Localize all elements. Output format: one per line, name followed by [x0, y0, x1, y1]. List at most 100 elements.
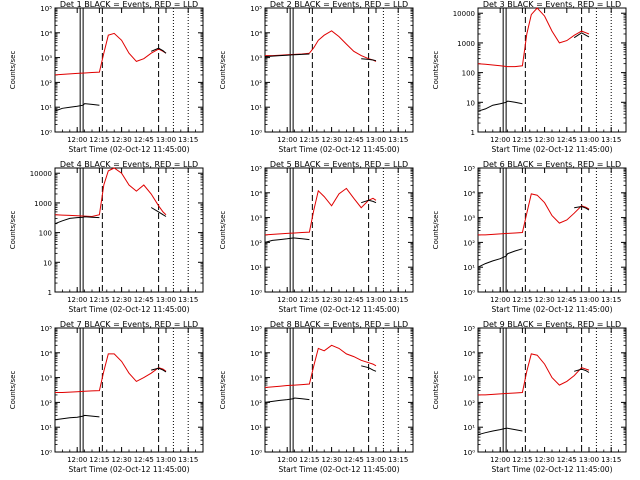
y-tick-label: 10²	[463, 399, 475, 407]
x-axis-label: Start Time (02-Oct-12 11:45:00)	[491, 145, 612, 154]
x-tick-label: 12:00	[490, 456, 510, 464]
y-tick-label: 10	[466, 99, 475, 107]
y-tick-label: 100	[462, 70, 475, 78]
x-tick-label: 13:00	[156, 456, 176, 464]
series-line-lld	[478, 193, 590, 236]
panel-title: Det 4 BLACK = Events, RED = LLD	[60, 160, 198, 169]
series-line-events	[477, 32, 590, 112]
y-tick-label: 10⁵	[250, 325, 262, 333]
y-tick-label: 10¹	[463, 424, 475, 432]
x-tick-label: 13:00	[366, 456, 386, 464]
y-tick-label: 10¹	[463, 264, 475, 272]
y-tick-label: 10³	[40, 375, 52, 383]
y-tick-label: 1	[48, 289, 52, 297]
x-tick-label: 13:00	[366, 136, 386, 144]
y-tick-label: 10⁵	[40, 5, 52, 13]
x-tick-label: 12:00	[490, 136, 510, 144]
x-tick-label: 13:15	[388, 296, 408, 304]
x-tick-label: 12:00	[67, 136, 87, 144]
x-tick-label: 12:30	[535, 296, 555, 304]
series-line-events	[54, 367, 167, 421]
y-tick-label: 10⁰	[463, 289, 475, 297]
series-line-events	[477, 368, 590, 436]
y-axis-label: Counts/sec	[219, 371, 227, 410]
panel-title: Det 6 BLACK = Events, RED = LLD	[483, 160, 621, 169]
x-tick-label: 13:00	[579, 456, 599, 464]
y-tick-label: 10⁴	[463, 350, 475, 358]
x-tick-label: 12:30	[322, 296, 342, 304]
y-axis-label: Counts/sec	[9, 371, 17, 410]
y-axis-label: Counts/sec	[9, 211, 17, 250]
x-tick-label: 12:45	[134, 456, 154, 464]
y-tick-label: 10²	[250, 239, 262, 247]
y-tick-label: 10⁰	[463, 449, 475, 457]
y-tick-label: 1	[471, 129, 475, 137]
x-tick-label: 13:00	[579, 136, 599, 144]
x-tick-label: 13:15	[178, 296, 198, 304]
series-line-lld	[478, 353, 590, 396]
x-tick-label: 12:45	[344, 136, 364, 144]
plot-frame	[477, 167, 627, 293]
x-tick-label: 12:45	[557, 136, 577, 144]
x-tick-label: 12:30	[112, 296, 132, 304]
plot-frame	[477, 327, 627, 453]
x-tick-label: 13:15	[601, 136, 621, 144]
series-line-events	[264, 365, 377, 403]
y-tick-label: 10⁴	[463, 190, 475, 198]
x-axis-label: Start Time (02-Oct-12 11:45:00)	[68, 145, 189, 154]
y-tick-label: 10⁴	[250, 30, 262, 38]
series-line-lld	[264, 187, 377, 236]
y-tick-label: 10⁰	[40, 129, 52, 137]
x-tick-label: 12:45	[344, 296, 364, 304]
x-tick-label: 12:15	[89, 136, 109, 144]
y-tick-label: 10³	[463, 215, 475, 223]
x-tick-label: 13:15	[601, 456, 621, 464]
x-tick-label: 12:30	[535, 456, 555, 464]
y-tick-label: 10⁰	[250, 449, 262, 457]
y-tick-label: 10⁵	[40, 325, 52, 333]
y-tick-label: 10⁵	[250, 5, 262, 13]
y-tick-label: 10¹	[250, 104, 262, 112]
x-tick-label: 13:15	[601, 296, 621, 304]
panel-title: Det 9 BLACK = Events, RED = LLD	[483, 320, 621, 329]
x-tick-label: 12:15	[512, 136, 532, 144]
x-tick-label: 13:00	[156, 136, 176, 144]
y-tick-label: 10⁴	[40, 350, 52, 358]
x-tick-label: 12:30	[322, 456, 342, 464]
y-tick-label: 1000	[34, 200, 52, 208]
y-tick-label: 10⁰	[40, 449, 52, 457]
series-line-lld	[264, 344, 377, 388]
y-tick-label: 10²	[463, 239, 475, 247]
plot-frame	[264, 7, 414, 133]
x-tick-label: 12:15	[89, 456, 109, 464]
x-tick-label: 13:00	[579, 296, 599, 304]
panel-title: Det 5 BLACK = Events, RED = LLD	[270, 160, 408, 169]
y-tick-label: 10²	[40, 399, 52, 407]
x-tick-label: 12:00	[277, 136, 297, 144]
y-tick-label: 10²	[40, 79, 52, 87]
y-tick-label: 10³	[40, 55, 52, 63]
y-axis-label: Counts/sec	[9, 51, 17, 90]
x-tick-label: 12:15	[299, 136, 319, 144]
plot-frame	[54, 167, 204, 293]
x-tick-label: 12:00	[67, 456, 87, 464]
y-axis-label: Counts/sec	[432, 371, 440, 410]
x-tick-label: 12:15	[512, 296, 532, 304]
panel-title: Det 3 BLACK = Events, RED = LLD	[483, 0, 621, 9]
x-tick-label: 13:15	[388, 456, 408, 464]
y-tick-label: 10¹	[250, 424, 262, 432]
y-tick-label: 10000	[453, 10, 475, 18]
x-axis-label: Start Time (02-Oct-12 11:45:00)	[68, 465, 189, 474]
x-tick-label: 13:15	[178, 456, 198, 464]
y-tick-label: 10⁵	[463, 325, 475, 333]
y-tick-label: 10⁴	[40, 30, 52, 38]
y-tick-label: 10³	[250, 215, 262, 223]
panel-det-4: 1 10 100 1000 10000 12:00 12:15 12:30 12:45 13:00…	[9, 160, 204, 314]
panel-title: Det 7 BLACK = Events, RED = LLD	[60, 320, 198, 329]
series-line-lld	[54, 167, 167, 218]
